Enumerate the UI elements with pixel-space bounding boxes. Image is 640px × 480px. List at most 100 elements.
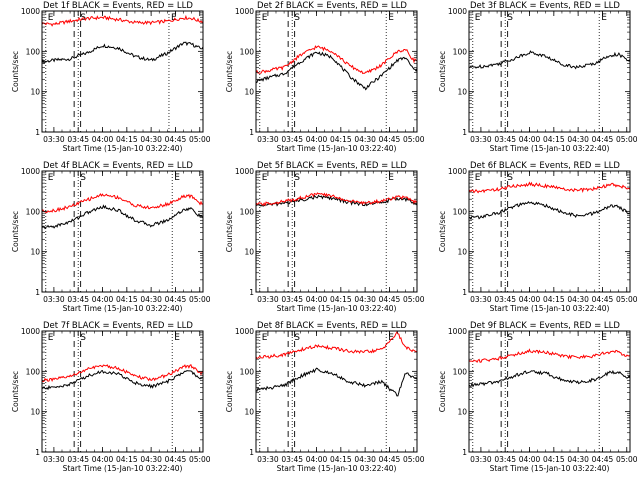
marker-label: E [48, 333, 54, 343]
y-tick-label: 1 [462, 448, 467, 457]
y-tick-label: 100 [240, 207, 255, 216]
marker-label: E [475, 173, 481, 183]
chart-title: Det 9f BLACK = Events, RED = LLD [470, 321, 620, 331]
chart-panel-9: Det 9f BLACK = Events, RED = LLD E S E 1 10 10… [438, 321, 638, 473]
series-line-events [469, 369, 630, 388]
y-tick-label: 10 [457, 88, 467, 97]
marker-label: E [475, 13, 481, 23]
plot-frame [41, 330, 204, 453]
y-axis-title: Counts/sec [225, 51, 234, 92]
y-tick-label: 10 [244, 408, 254, 417]
x-tick-label: 05:00 [189, 455, 211, 464]
marker-label: E [388, 13, 394, 23]
x-tick-label: 05:00 [616, 295, 638, 304]
y-tick-label: 100 [453, 207, 468, 216]
series-line-lld [256, 331, 417, 359]
marker-label: E [48, 13, 54, 23]
marker-label: S [80, 173, 86, 183]
y-tick-label: 100 [240, 47, 255, 56]
x-axis-title: Start Time (15-Jan-10 03:22:40) [490, 144, 610, 153]
marker-label: E [174, 173, 180, 183]
chart-panel-5: Det 5f BLACK = Events, RED = LLD E S E 1 10 10… [225, 161, 425, 313]
x-tick-label: 03:45 [281, 455, 303, 464]
x-tick-label: 04:00 [92, 295, 114, 304]
y-tick-label: 10 [30, 248, 40, 257]
x-tick-label: 04:15 [330, 295, 352, 304]
marker-label: S [294, 173, 300, 183]
plot-frame [41, 170, 204, 293]
y-tick-label: 1000 [235, 167, 254, 176]
chart-title: Det 8f BLACK = Events, RED = LLD [257, 321, 407, 331]
x-tick-label: 04:45 [592, 295, 614, 304]
x-tick-label: 04:45 [165, 135, 187, 144]
series-line-lld [42, 14, 203, 27]
y-tick-label: 100 [240, 367, 255, 376]
x-tick-label: 03:45 [494, 455, 516, 464]
x-axis-title: Start Time (15-Jan-10 03:22:40) [63, 304, 183, 313]
y-tick-label: 1 [249, 128, 254, 137]
x-tick-label: 04:30 [140, 295, 162, 304]
plot-frame [255, 330, 418, 453]
x-tick-label: 04:30 [567, 135, 589, 144]
marker-label: E [262, 13, 268, 23]
x-tick-label: 04:15 [543, 455, 565, 464]
chart-panel-3: Det 3f BLACK = Events, RED = LLD E S E 1 10 10… [438, 1, 638, 153]
chart-panel-2: Det 2f BLACK = Events, RED = LLD E S E 1 10 10… [225, 1, 425, 153]
marker-label: E [388, 173, 394, 183]
y-tick-label: 100 [26, 47, 41, 56]
x-tick-label: 03:45 [67, 295, 89, 304]
x-tick-label: 05:00 [189, 295, 211, 304]
x-tick-label: 04:15 [543, 295, 565, 304]
x-tick-label: 03:45 [67, 135, 89, 144]
y-tick-label: 10 [30, 408, 40, 417]
y-tick-label: 1 [462, 128, 467, 137]
x-axis-title: Start Time (15-Jan-10 03:22:40) [277, 144, 397, 153]
chart-panel-4: Det 4f BLACK = Events, RED = LLD E S E 1 10 10… [11, 161, 211, 313]
x-tick-label: 05:00 [403, 135, 425, 144]
x-tick-label: 04:15 [543, 135, 565, 144]
series-line-events [469, 50, 630, 70]
x-tick-label: 03:30 [43, 295, 65, 304]
x-tick-label: 05:00 [189, 135, 211, 144]
x-axis-title: Start Time (15-Jan-10 03:22:40) [277, 464, 397, 473]
x-tick-label: 03:45 [494, 295, 516, 304]
series-line-events [256, 194, 417, 207]
y-tick-label: 1000 [21, 7, 40, 16]
y-tick-label: 1000 [448, 7, 467, 16]
x-tick-label: 04:45 [165, 455, 187, 464]
marker-label: S [80, 333, 86, 343]
x-tick-label: 04:30 [354, 455, 376, 464]
x-tick-label: 04:30 [140, 135, 162, 144]
x-tick-label: 04:30 [354, 135, 376, 144]
x-axis-title: Start Time (15-Jan-10 03:22:40) [490, 464, 610, 473]
y-tick-label: 100 [453, 47, 468, 56]
marker-label: E [262, 333, 268, 343]
chart-title: Det 6f BLACK = Events, RED = LLD [470, 161, 620, 171]
x-tick-label: 04:15 [330, 135, 352, 144]
series-line-lld [42, 364, 203, 383]
marker-label: S [294, 333, 300, 343]
y-tick-label: 1 [249, 288, 254, 297]
marker-label: E [174, 333, 180, 343]
x-tick-label: 03:30 [470, 295, 492, 304]
marker-label: E [601, 13, 607, 23]
x-tick-label: 04:00 [519, 135, 541, 144]
x-tick-label: 04:00 [519, 455, 541, 464]
x-tick-label: 05:00 [616, 135, 638, 144]
series-line-events [42, 204, 203, 230]
y-tick-label: 1000 [448, 327, 467, 336]
x-tick-label: 03:30 [470, 455, 492, 464]
plot-frame [255, 10, 418, 133]
marker-label: E [601, 173, 607, 183]
series-line-lld [256, 45, 417, 75]
marker-label: S [294, 13, 300, 23]
marker-label: E [262, 173, 268, 183]
plot-frame [41, 10, 204, 133]
series-line-lld [256, 192, 417, 207]
x-tick-label: 04:45 [379, 135, 401, 144]
x-tick-label: 03:30 [43, 455, 65, 464]
x-tick-label: 05:00 [616, 455, 638, 464]
y-tick-label: 10 [30, 88, 40, 97]
x-tick-label: 03:45 [67, 455, 89, 464]
x-tick-label: 03:30 [257, 135, 279, 144]
